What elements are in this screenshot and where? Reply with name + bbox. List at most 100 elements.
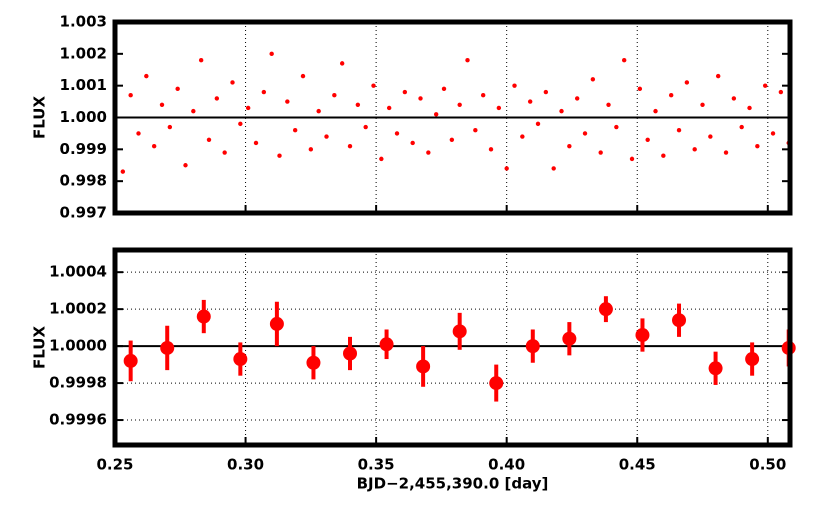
data-point <box>512 83 517 88</box>
data-point <box>120 169 126 174</box>
data-point <box>635 328 650 343</box>
data-point <box>306 355 321 370</box>
data-point <box>606 102 611 107</box>
data-point <box>191 108 196 114</box>
data-point <box>708 134 713 139</box>
data-point <box>676 128 682 133</box>
data-point <box>551 166 556 171</box>
data-point <box>300 73 306 79</box>
y-tick-label: 1.0002 <box>49 300 107 318</box>
data-point <box>527 99 533 104</box>
data-point <box>745 352 760 367</box>
data-point <box>183 163 188 168</box>
data-point <box>465 58 470 63</box>
data-point <box>692 147 697 152</box>
data-point <box>645 137 650 142</box>
data-point <box>582 131 588 136</box>
data-point <box>653 108 658 114</box>
data-point <box>123 353 138 368</box>
data-point <box>778 89 784 95</box>
data-point <box>316 108 321 114</box>
data-point <box>128 93 133 98</box>
data-point <box>402 89 408 95</box>
data-point <box>621 58 627 63</box>
data-point <box>520 134 525 139</box>
x-tick-label: 0.35 <box>358 456 395 474</box>
y-axis-label: FLUX <box>31 96 49 139</box>
data-point <box>637 86 643 92</box>
data-point <box>292 128 298 133</box>
data-point <box>277 153 282 158</box>
data-point <box>441 86 447 92</box>
data-point <box>668 93 674 98</box>
y-axis-label: FLUX <box>31 326 49 369</box>
data-point <box>363 124 368 130</box>
data-point <box>496 105 502 111</box>
data-point <box>426 150 431 155</box>
data-point <box>433 112 439 117</box>
data-point <box>379 156 384 162</box>
data-point <box>394 131 400 136</box>
data-point <box>222 150 227 155</box>
data-point <box>308 147 314 152</box>
data-point <box>324 134 329 139</box>
data-point <box>672 313 687 328</box>
data-point <box>269 51 274 57</box>
data-point <box>755 143 760 149</box>
x-tick-label: 0.25 <box>96 456 133 474</box>
data-point <box>770 131 776 136</box>
data-point <box>238 121 243 127</box>
data-point <box>410 140 415 146</box>
data-point <box>167 124 173 130</box>
data-point <box>269 316 284 331</box>
data-point <box>504 166 509 171</box>
data-point <box>700 102 705 107</box>
data-point <box>233 352 248 367</box>
y-tick-label: 1.0000 <box>49 337 107 355</box>
data-point <box>739 124 744 130</box>
data-point <box>590 77 596 82</box>
data-point <box>159 102 165 107</box>
data-point <box>535 121 541 127</box>
y-tick-label: 0.9998 <box>49 374 107 392</box>
data-point <box>488 147 494 152</box>
y-tick-label: 0.999 <box>60 140 107 158</box>
x-tick-label: 0.40 <box>488 456 525 474</box>
data-point <box>136 131 141 136</box>
data-point <box>567 143 572 149</box>
data-point <box>457 102 462 107</box>
data-point <box>708 361 723 376</box>
data-point <box>253 140 259 146</box>
data-point <box>355 102 361 107</box>
data-point <box>371 83 376 88</box>
data-point <box>747 105 752 111</box>
data-point <box>198 58 204 63</box>
data-point <box>214 96 220 101</box>
data-point <box>418 96 423 101</box>
y-tick-label: 1.003 <box>60 13 107 31</box>
data-point <box>261 89 267 95</box>
data-point <box>473 128 478 133</box>
data-point <box>731 96 737 101</box>
y-tick-label: 1.001 <box>60 76 107 94</box>
y-tick-label: 0.998 <box>60 172 107 190</box>
data-point <box>489 376 504 391</box>
data-point <box>480 93 486 98</box>
y-tick-label: 1.0004 <box>49 263 107 281</box>
data-point <box>559 108 564 114</box>
data-point <box>543 89 549 95</box>
data-point <box>175 86 180 92</box>
data-point <box>614 124 619 130</box>
data-point <box>562 331 577 346</box>
data-point <box>386 105 392 111</box>
data-point <box>160 340 175 355</box>
data-point <box>379 337 394 352</box>
data-point <box>285 99 290 104</box>
data-point <box>661 153 666 158</box>
data-point <box>416 359 431 374</box>
data-point <box>339 61 345 66</box>
data-point <box>574 96 580 101</box>
data-point <box>449 137 455 142</box>
data-point <box>762 83 768 88</box>
